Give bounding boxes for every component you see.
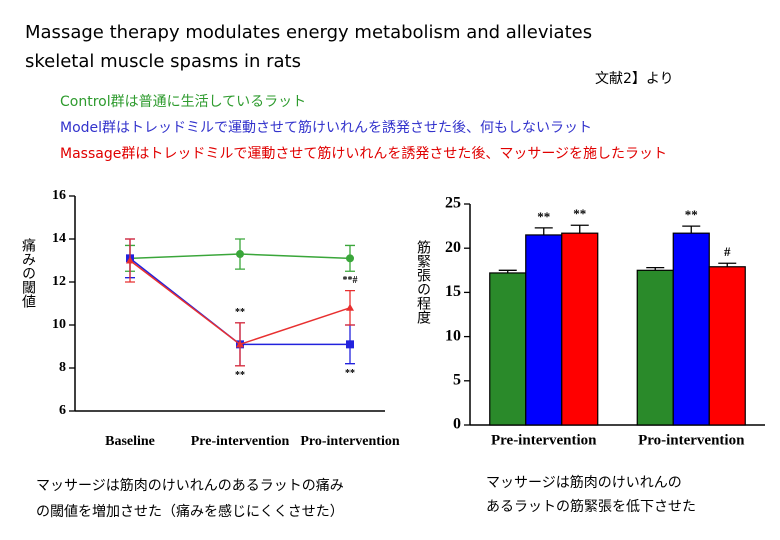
annotation: **# [343, 275, 358, 286]
y-tick-label: 20 [445, 239, 461, 256]
y-axis-label: 痛みの閾値 [20, 237, 36, 308]
marker [126, 256, 134, 264]
annotation: ** [537, 209, 550, 224]
marker [236, 250, 244, 259]
error-bar [718, 262, 737, 267]
y-tick-label: 10 [52, 317, 66, 332]
x-tick-label: Baseline [105, 434, 155, 449]
x-tick-label: Pre-intervention [491, 432, 597, 448]
bar [489, 272, 527, 426]
y-axis-label: 筋緊張の程度 [415, 239, 431, 324]
annotation: ** [345, 368, 355, 379]
annotation: ** [235, 370, 245, 381]
y-tick-label: 5 [453, 371, 461, 388]
y-tick-label: 10 [445, 327, 461, 344]
error-bar [646, 266, 665, 271]
note: Massage群はトレッドミルで運動させて筋けいれんを誘発させた後、マッサージを… [60, 145, 667, 162]
y-tick-label: 15 [445, 283, 461, 300]
title-line: Massage therapy modulates energy metabol… [25, 22, 592, 43]
bar [561, 232, 599, 426]
annotation: ** [685, 207, 698, 222]
y-tick-label: 16 [52, 188, 66, 203]
caption: マッサージは筋肉のけいれんのあるラットの痛み [36, 477, 344, 494]
bar [525, 234, 563, 426]
error-bar [534, 227, 553, 235]
marker [346, 340, 354, 349]
bar [708, 266, 746, 426]
y-tick-label: 25 [445, 195, 461, 212]
bar [636, 269, 674, 426]
y-tick-label: 8 [59, 360, 66, 375]
x-tick-label: Pro-intervention [300, 434, 399, 449]
y-tick-label: 0 [453, 416, 461, 433]
error-bar [570, 224, 589, 234]
y-tick-label: 6 [59, 403, 66, 418]
error-bar [498, 269, 517, 273]
y-tick-label: 12 [52, 274, 66, 289]
annotation: ** [573, 206, 586, 221]
y-tick-label: 14 [52, 231, 66, 246]
annotation: ** [235, 307, 245, 318]
error-bar [682, 225, 701, 234]
x-tick-label: Pre-intervention [191, 434, 290, 449]
marker [236, 340, 244, 348]
bar [672, 232, 710, 426]
title-line: skeletal muscle spasms in rats [25, 51, 301, 72]
note: Model群はトレッドミルで運動させて筋けいれんを誘発させた後、何もしないラット [60, 119, 592, 136]
annotation: # [724, 244, 731, 259]
source: 文献2】より [595, 71, 674, 87]
x-tick-label: Pro-intervention [638, 432, 745, 448]
marker [346, 254, 354, 263]
marker [346, 303, 354, 311]
note: Control群は普通に生活しているラット [60, 94, 306, 110]
caption: マッサージは筋肉のけいれんの [486, 474, 682, 491]
caption: あるラットの筋緊張を低下させた [486, 498, 696, 515]
caption: の閾値を増加させた（痛みを感じにくくさせた） [36, 503, 344, 520]
